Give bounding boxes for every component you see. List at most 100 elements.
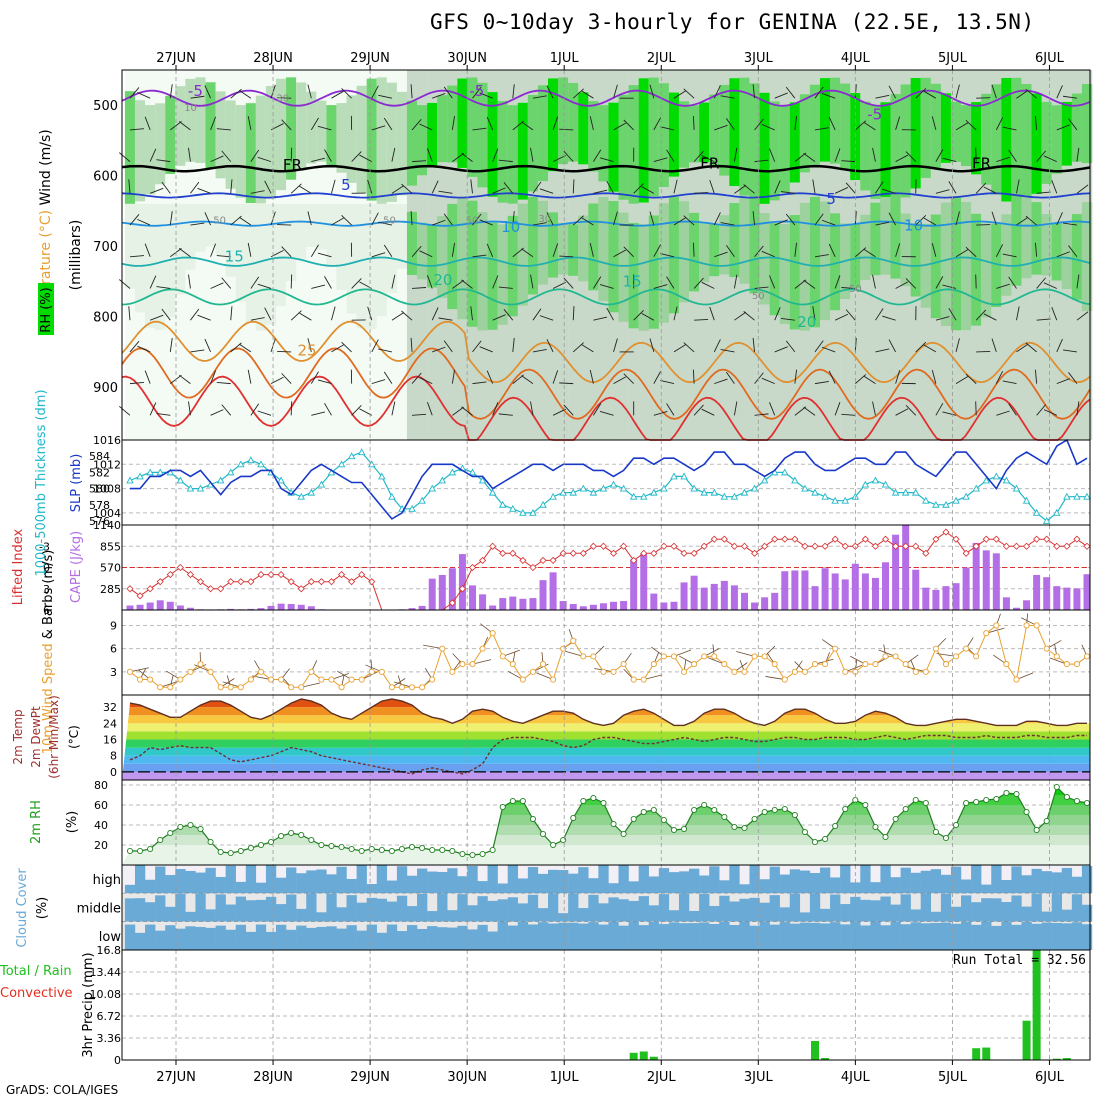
- precip-tick: 0: [114, 1054, 121, 1067]
- cloud-cell: [517, 878, 529, 894]
- wind-barb: [257, 410, 272, 416]
- rh-band-low: [598, 196, 609, 302]
- rh-point: [892, 815, 899, 823]
- wind-speed-point: [519, 676, 526, 683]
- li-point: [207, 585, 215, 593]
- wind-barb: [693, 404, 704, 416]
- cloud-cell: [225, 865, 236, 894]
- rh-band: [205, 82, 216, 169]
- wind-barb: [383, 371, 393, 384]
- thickness-tick: 576: [89, 515, 110, 528]
- wind-barb: [641, 313, 655, 321]
- cloud-cell: [799, 912, 811, 922]
- wind-barb: [713, 85, 721, 99]
- cloud-cell: [870, 921, 881, 950]
- cloud-cell: [336, 866, 347, 894]
- thickness-point: [952, 496, 960, 504]
- cloud-cell: [145, 902, 156, 922]
- li-point: [136, 592, 144, 600]
- wind-speed-point: [449, 668, 456, 675]
- wind-barb: [401, 310, 413, 321]
- cloud-cell: [517, 921, 529, 950]
- chart-title: GFS 0~10day 3-hourly for GENINA (22.5E, …: [430, 10, 1035, 34]
- cloud-cell: [265, 896, 277, 922]
- wind-barb: [599, 411, 614, 416]
- rh-band-low: [668, 196, 680, 314]
- rh-point: [942, 834, 950, 842]
- cloud-cell: [296, 925, 307, 950]
- wind-barb: [641, 186, 655, 194]
- wind-barb: [752, 211, 756, 226]
- wind-barb: [129, 381, 144, 385]
- cloud-cell: [497, 899, 508, 922]
- cloud-cell: [235, 896, 247, 922]
- cape-bar: [186, 607, 194, 610]
- cloud-cell: [255, 899, 267, 922]
- wind-barb: [230, 306, 233, 321]
- cloud-cell: [578, 923, 589, 950]
- rh-band-low: [306, 203, 317, 247]
- rh-band-low: [527, 196, 539, 295]
- thickness-point: [589, 488, 598, 496]
- wind-barb: [438, 190, 453, 194]
- cloud-cell: [155, 895, 166, 922]
- wind-barb: [593, 276, 602, 289]
- rh-point: [711, 806, 718, 814]
- wind-barb: [769, 402, 776, 416]
- thickness-point: [448, 468, 457, 476]
- cloud-cell: [547, 923, 559, 950]
- thickness-point: [831, 496, 839, 504]
- wind-barb: [834, 148, 841, 162]
- thickness-point: [962, 492, 970, 500]
- wind-barb: [803, 153, 816, 162]
- rh-band: [507, 105, 518, 204]
- cloud-cell: [447, 927, 458, 950]
- cloud-cell: [658, 924, 670, 950]
- cape-label: CAPE (J/kg): [69, 531, 84, 603]
- rh-band: [628, 85, 639, 204]
- cloud-cell: [739, 921, 750, 950]
- thickness-point: [982, 476, 991, 484]
- wind-barb: [1025, 342, 1037, 353]
- cloud-cell: [396, 931, 408, 950]
- wind-barb: [341, 214, 352, 226]
- rh-point: [489, 846, 496, 854]
- rh-band-low: [255, 203, 267, 331]
- cape-bar: [791, 570, 799, 610]
- cloud-cell: [527, 894, 539, 922]
- wind-barb: [1008, 276, 1017, 289]
- thickness-point: [791, 476, 799, 484]
- rh-point: [278, 832, 285, 840]
- wind-barb: [367, 306, 373, 321]
- wind-barb: [649, 338, 655, 353]
- wind-barb: [472, 254, 487, 258]
- thickness-point: [972, 484, 980, 492]
- rh-point: [298, 831, 305, 839]
- cape-bar: [640, 554, 648, 610]
- rh-band: [527, 94, 539, 192]
- cloud-cell: [578, 908, 589, 922]
- cloud-cell: [709, 923, 720, 950]
- wind-barb: [875, 221, 890, 226]
- temp-contour: [121, 347, 1091, 420]
- thickness-tick: 582: [89, 466, 110, 479]
- rh-band-low: [558, 222, 569, 275]
- rh-point: [681, 825, 688, 833]
- cloud-cell: [668, 910, 680, 922]
- li-point: [660, 542, 668, 550]
- rh-band-low: [981, 223, 992, 318]
- temp-tick: 8: [110, 750, 117, 763]
- wind-barb: [559, 382, 574, 385]
- wind-speed-point: [1033, 622, 1040, 629]
- wind-speed-point: [1043, 645, 1050, 652]
- cloud-cell: [547, 893, 559, 922]
- rh-band-low: [155, 203, 166, 330]
- wind-barb: [673, 344, 687, 353]
- wind-barb: [653, 157, 668, 163]
- cloud-cell: [920, 923, 932, 950]
- wind-barb: [530, 401, 534, 416]
- wind-barb: [128, 179, 131, 194]
- wind-barb: [204, 85, 212, 99]
- cloud-cell: [638, 896, 649, 922]
- cloud-cell: [205, 927, 216, 950]
